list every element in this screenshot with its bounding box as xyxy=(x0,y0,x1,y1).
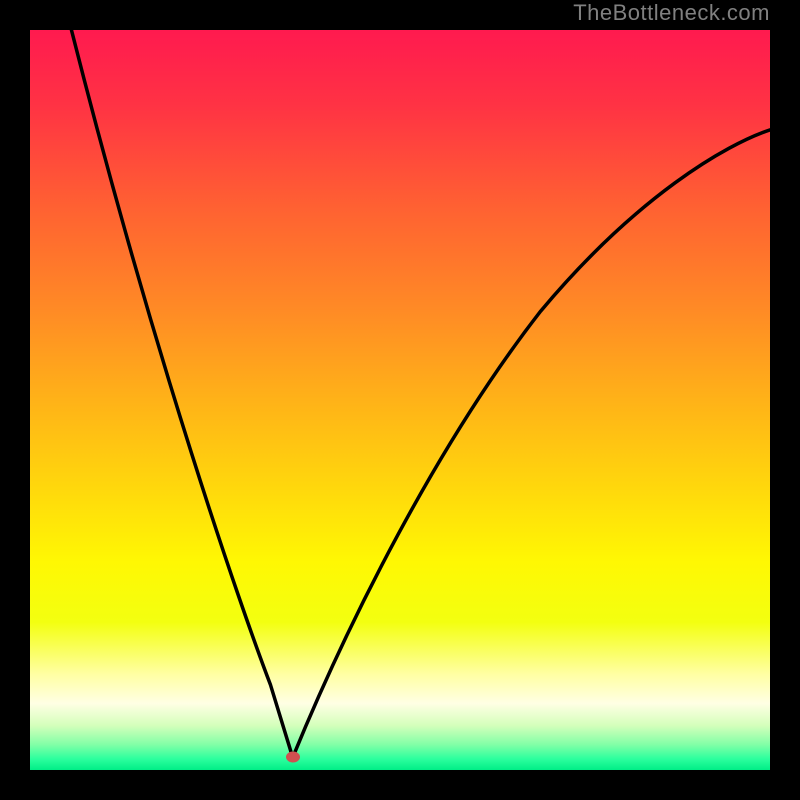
plot-area xyxy=(30,30,770,770)
bottleneck-curve xyxy=(30,30,770,770)
frame-right xyxy=(770,0,800,800)
watermark-text: TheBottleneck.com xyxy=(573,0,770,26)
frame-left xyxy=(0,0,30,800)
optimum-dot xyxy=(286,752,300,763)
frame-bottom xyxy=(0,770,800,800)
